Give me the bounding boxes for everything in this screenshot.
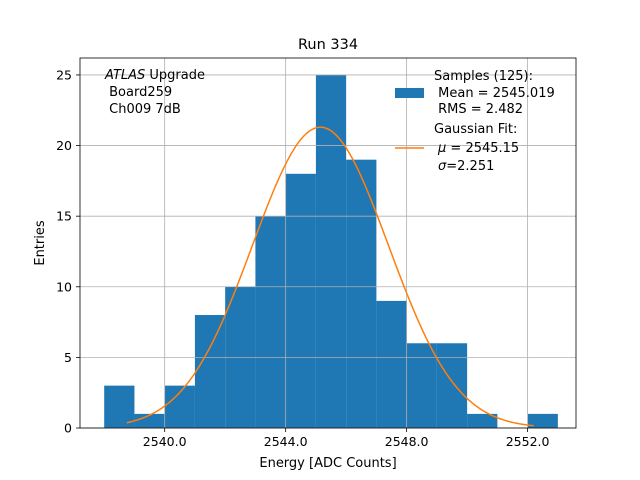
legend-histogram-name: Samples (125): <box>434 69 533 84</box>
legend-histogram-rms: RMS = 2.482 <box>434 102 523 117</box>
plot-frame <box>79 57 577 429</box>
atlas-annotation: ATLAS Upgrade Board259 Ch009 7dB <box>104 68 205 117</box>
histogram-bar <box>527 413 558 428</box>
y-tick-label: 10 <box>56 279 72 294</box>
legend-histogram-swatch <box>395 88 424 98</box>
mu-value: = 2545.15 <box>446 141 519 156</box>
histogram-bar <box>346 159 377 428</box>
legend-fit-sigma: σ=2.251 <box>438 159 494 174</box>
mu-symbol: μ <box>437 141 446 156</box>
histogram-bar <box>285 173 316 428</box>
histogram-bar <box>104 385 135 428</box>
x-tick-label: 2544.0 <box>264 434 308 449</box>
histogram-bar <box>376 300 407 428</box>
x-tick-label: 2540.0 <box>143 434 187 449</box>
annotation-line-1: ATLAS Upgrade <box>104 68 205 83</box>
annotation-board: Board259 <box>105 85 172 100</box>
annotation-channel: Ch009 7dB <box>105 102 181 117</box>
gaussian-fit-curve <box>126 126 534 427</box>
histogram-bar <box>194 315 226 428</box>
histogram-bar <box>134 413 165 428</box>
sigma-symbol: σ <box>438 159 447 174</box>
x-axis-label: Energy [ADC Counts] <box>259 456 396 471</box>
upgrade-label: Upgrade <box>145 68 205 83</box>
legend-histogram-mean: Mean = 2545.019 <box>434 86 555 101</box>
histogram-bar <box>436 343 468 428</box>
y-tick-label: 0 <box>64 421 72 436</box>
atlas-italic-label: ATLAS <box>104 68 145 83</box>
x-axis-ticks: 2540.0 2544.0 2548.0 2552.0 <box>143 428 550 449</box>
histogram-bar <box>315 74 347 428</box>
y-axis-label: Entries <box>33 220 48 266</box>
legend-fit-name: Gaussian Fit: <box>434 122 517 137</box>
y-tick-label: 20 <box>56 138 72 153</box>
histogram-bar <box>255 216 286 428</box>
legend: Samples (125): Mean = 2545.019 RMS = 2.4… <box>395 69 555 174</box>
histogram-bar <box>467 413 498 428</box>
chart-title: Run 334 <box>298 37 358 53</box>
histogram-bar <box>406 343 437 428</box>
y-tick-label: 15 <box>56 209 72 224</box>
x-tick-label: 2548.0 <box>385 434 429 449</box>
x-tick-label: 2552.0 <box>506 434 550 449</box>
y-axis-ticks: 0 5 10 15 20 25 <box>56 67 80 436</box>
y-tick-label: 25 <box>56 67 72 82</box>
legend-fit-mu: μ = 2545.15 <box>437 141 519 156</box>
sigma-value: =2.251 <box>446 159 494 174</box>
y-tick-label: 5 <box>64 350 72 365</box>
